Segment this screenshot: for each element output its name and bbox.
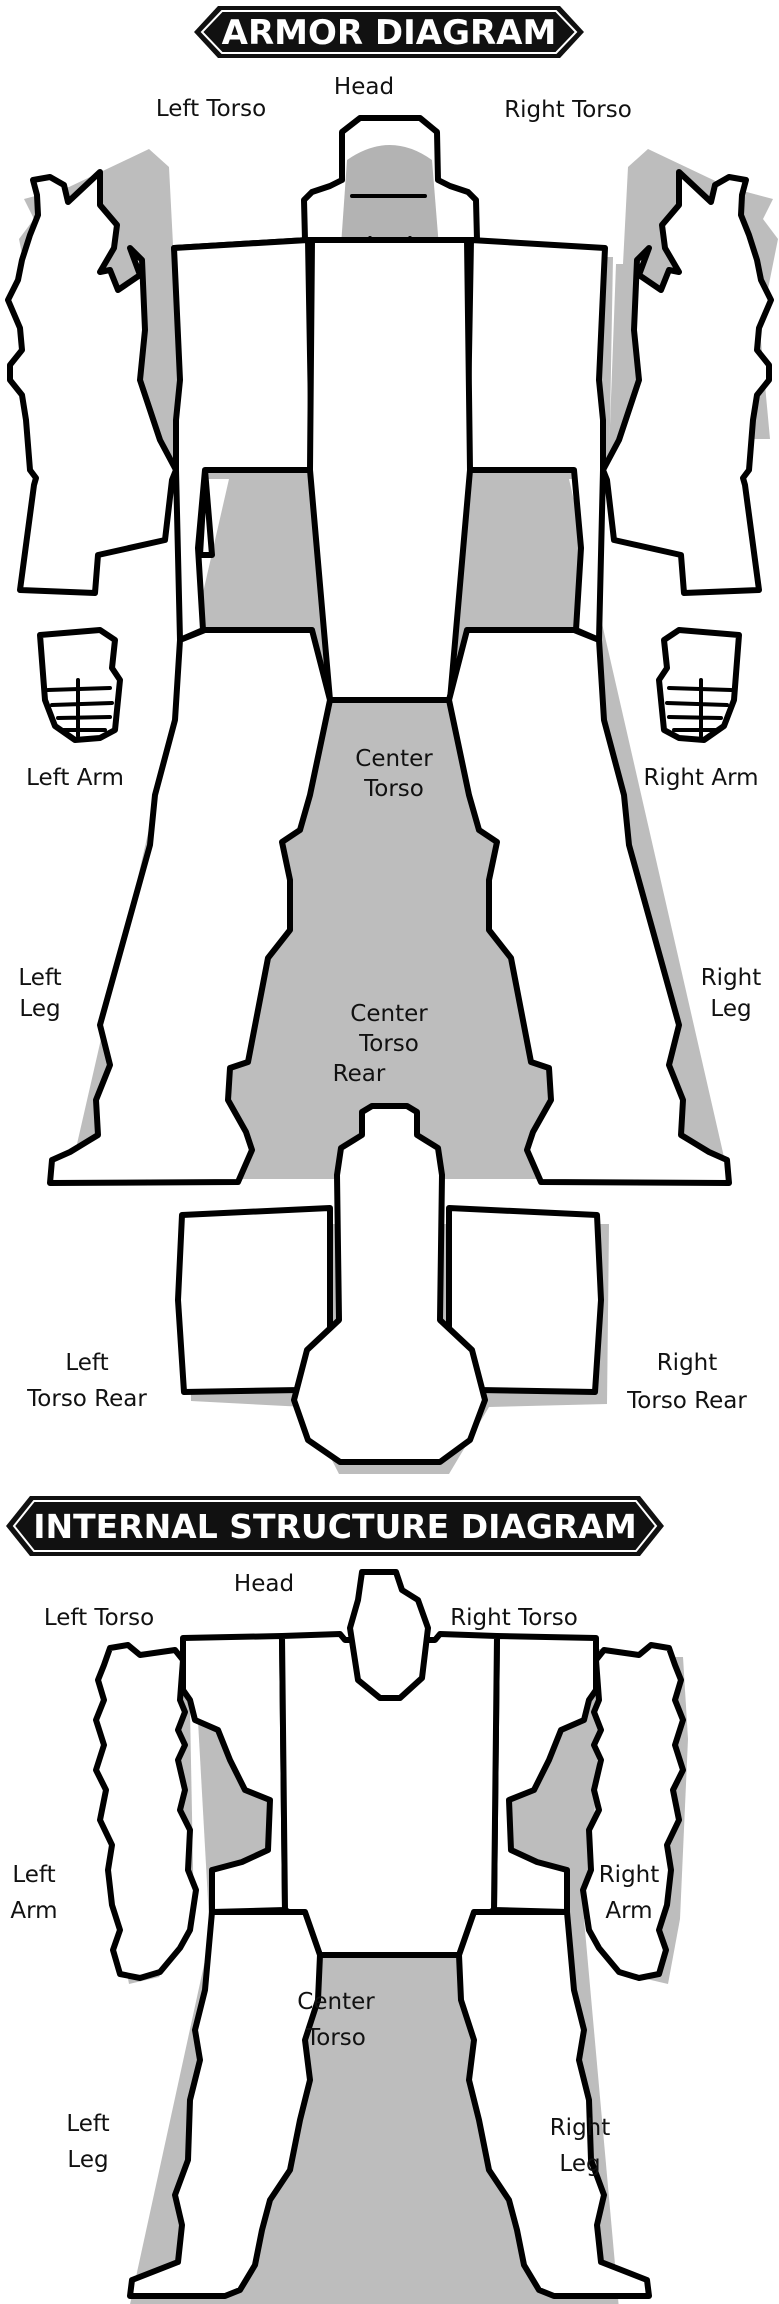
label-left-arm: Left Arm (26, 765, 124, 791)
internal-left-torso (180, 1633, 288, 1915)
internal-right-arm (580, 1642, 686, 1981)
internal-label-center-torso-line2: Torso (305, 2025, 366, 2051)
label-right-torso: Right Torso (504, 97, 632, 123)
internal-structure-diagram: INTERNAL STRUCTURE DIAGRAM Head Left Tor… (6, 1496, 688, 2304)
label-left-torso-rear-line1: Left (65, 1350, 108, 1376)
label-left-torso-rear-line2: Torso Rear (26, 1386, 147, 1412)
internal-right-leg (456, 1909, 652, 2299)
armor-left-leg (47, 627, 333, 1186)
label-right-arm: Right Arm (643, 765, 758, 791)
armor-center-torso (307, 237, 473, 703)
internal-structure-banner: INTERNAL STRUCTURE DIAGRAM (6, 1496, 664, 1556)
internal-label-left-leg-line2: Leg (67, 2147, 108, 2173)
armor-center-torso-rear (291, 1103, 488, 1465)
internal-label-right-torso: Right Torso (450, 1605, 578, 1631)
internal-head (347, 1569, 431, 1701)
label-center-torso-rear-line1: Center (350, 1001, 428, 1027)
internal-label-left-arm-line2: Arm (10, 1898, 57, 1924)
internal-label-left-arm-line1: Left (12, 1862, 55, 1888)
internal-label-center-torso-line1: Center (297, 1989, 375, 2015)
label-right-torso-rear-line2: Torso Rear (626, 1388, 747, 1414)
armor-diagram: ARMOR DIAGRAM (5, 6, 778, 1474)
internal-structure-title: INTERNAL STRUCTURE DIAGRAM (33, 1507, 637, 1546)
label-center-torso-line2: Torso (363, 776, 424, 802)
internal-label-left-torso: Left Torso (44, 1605, 154, 1631)
label-left-torso: Left Torso (156, 96, 266, 122)
internal-label-right-leg-line1: Right (550, 2115, 611, 2141)
internal-left-arm (93, 1642, 199, 1981)
label-center-torso-rear-line3: Rear (333, 1061, 386, 1087)
armor-diagram-banner: ARMOR DIAGRAM (194, 6, 584, 58)
label-left-leg-line1: Left (18, 965, 61, 991)
label-right-torso-rear-line1: Right (657, 1350, 718, 1376)
internal-label-right-leg-line2: Leg (559, 2151, 600, 2177)
internal-left-leg (127, 1909, 323, 2299)
internal-label-right-arm-line2: Arm (605, 1898, 652, 1924)
label-head: Head (334, 74, 394, 100)
armor-right-leg (446, 627, 732, 1186)
internal-label-left-leg-line1: Left (66, 2111, 109, 2137)
label-right-leg-line1: Right (701, 965, 762, 991)
label-center-torso-rear-line2: Torso (358, 1031, 419, 1057)
label-center-torso-line1: Center (355, 746, 433, 772)
internal-label-head: Head (234, 1571, 294, 1597)
label-left-leg-line2: Leg (19, 996, 60, 1022)
label-right-leg-line2: Leg (710, 996, 751, 1022)
armor-diagram-title: ARMOR DIAGRAM (222, 13, 557, 53)
internal-label-right-arm-line1: Right (599, 1862, 660, 1888)
